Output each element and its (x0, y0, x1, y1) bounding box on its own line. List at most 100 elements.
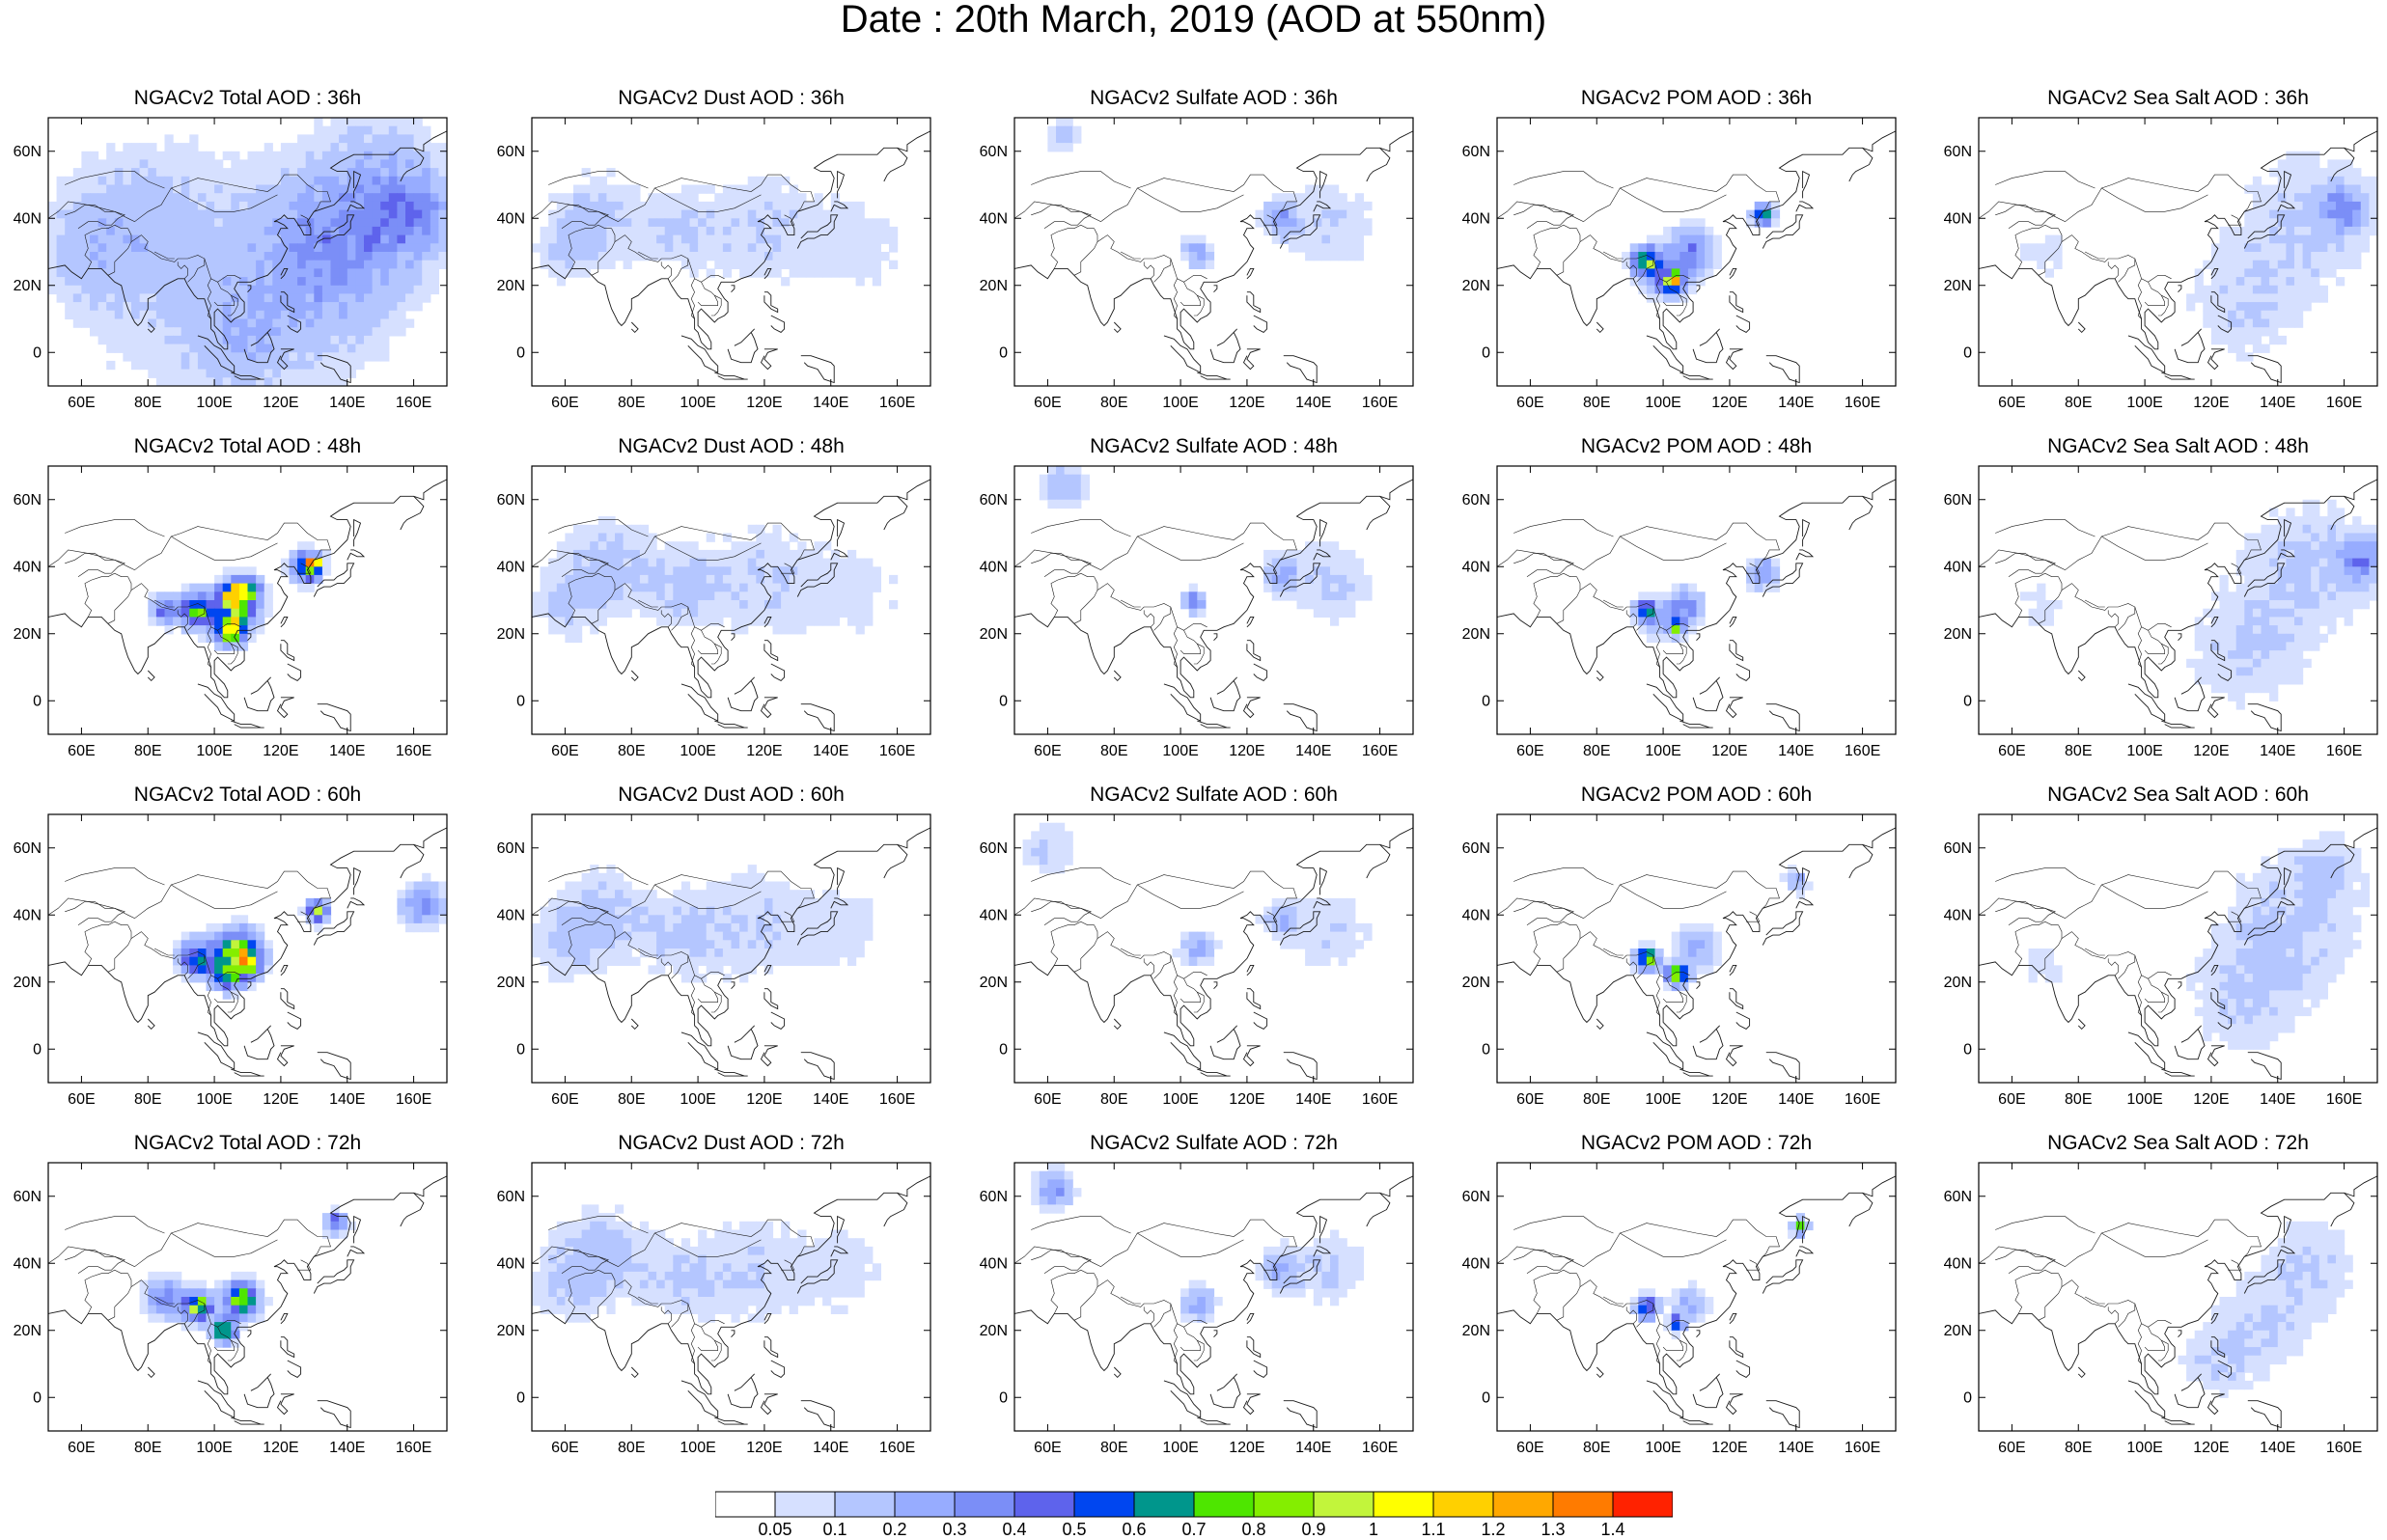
panel-title: NGACv2 POM AOD : 60h (1580, 784, 1813, 806)
lon-tick-label: 160E (879, 743, 915, 759)
lon-tick-label: 60E (1034, 395, 1061, 411)
lat-tick-label: 60N (980, 144, 1008, 160)
lon-tick-label: 100E (680, 395, 715, 411)
lon-tick-label: 140E (1295, 1091, 1331, 1108)
aod-field (48, 466, 447, 734)
lon-tick-label: 60E (551, 743, 578, 759)
lat-tick-label: 60N (14, 840, 42, 857)
lat-tick-label: 40N (497, 210, 525, 227)
lat-tick-label: 60N (1462, 492, 1490, 509)
lon-tick-label: 120E (746, 1440, 782, 1456)
lat-tick-label: 0 (516, 1041, 525, 1058)
panel-title: NGACv2 Sea Salt AOD : 60h (2047, 784, 2309, 806)
colorbar-label: 0.7 (1181, 1520, 1207, 1539)
lat-tick-label: 0 (999, 1389, 1008, 1406)
colorbar-label: 0.4 (1002, 1520, 1027, 1539)
colorbar-box (1133, 1491, 1195, 1518)
map-panel: NGACv2 Sea Salt AOD : 36h 60N 40N 20N 0 60E 80… (1930, 83, 2387, 430)
lat-tick-label: 20N (980, 1323, 1008, 1339)
lon-tick-label: 140E (329, 743, 365, 759)
lon-tick-label: 160E (396, 1440, 431, 1456)
lon-tick-label: 140E (1778, 1091, 1814, 1108)
coastlines (48, 479, 447, 732)
lon-tick-label: 140E (329, 395, 365, 411)
map-panel: NGACv2 Sea Salt AOD : 48h 60N 40N 20N 0 60E 80… (1930, 431, 2387, 779)
lat-tick-label: 60N (1462, 144, 1490, 160)
lat-tick-label: 20N (1462, 626, 1490, 643)
lat-tick-label: 20N (14, 626, 42, 643)
plot-frame (1978, 1162, 2378, 1432)
colorbar-box (1253, 1491, 1315, 1518)
map-plot: 60N 40N 20N 0 60E 80E 100E 120E 140E 160E (1944, 117, 2378, 411)
lon-tick-label: 140E (2260, 1091, 2295, 1108)
lat-tick-label: 0 (516, 344, 525, 361)
lon-tick-label: 120E (2193, 1091, 2229, 1108)
lat-tick-label: 20N (14, 1323, 42, 1339)
colorbar-box (714, 1491, 776, 1518)
colorbar-label: 0.3 (942, 1520, 967, 1539)
lon-tick-label: 160E (1362, 1091, 1398, 1108)
aod-field (1014, 118, 1413, 386)
lon-tick-label: 100E (680, 1091, 715, 1108)
lat-tick-label: 40N (1944, 559, 1972, 575)
lon-tick-label: 80E (1583, 1091, 1610, 1108)
lon-tick-label: 160E (2326, 743, 2362, 759)
map-plot: 60N 40N 20N 0 60E 80E 100E 120E 140E 160E (497, 465, 931, 759)
map-panel: NGACv2 Total AOD : 36h 60N 40N 20N 0 60E 80E 10… (0, 83, 483, 430)
aod-field (1497, 1163, 1896, 1431)
aod-field (1014, 814, 1413, 1083)
map-panel: NGACv2 POM AOD : 48h 60N 40N 20N 0 60E 80E 100E… (1449, 431, 1931, 779)
lon-tick-label: 160E (396, 743, 431, 759)
lon-tick-label: 100E (1645, 1440, 1680, 1456)
lon-tick-label: 160E (879, 1440, 915, 1456)
map-panel: NGACv2 POM AOD : 60h 60N 40N 20N 0 60E 80E 100E… (1449, 780, 1931, 1127)
lon-tick-label: 60E (1034, 743, 1061, 759)
lon-tick-label: 120E (746, 743, 782, 759)
map-plot: 60N 40N 20N 0 60E 80E 100E 120E 140E 160E (980, 1162, 1414, 1456)
lat-tick-label: 0 (1482, 1041, 1490, 1058)
coastlines (1014, 130, 1413, 384)
lon-tick-label: 80E (618, 743, 645, 759)
aod-field (1497, 814, 1896, 1083)
lon-tick-label: 100E (196, 743, 232, 759)
lon-tick-label: 140E (1295, 395, 1331, 411)
panel-title: NGACv2 Total AOD : 72h (133, 1132, 362, 1154)
lat-tick-label: 0 (999, 693, 1008, 709)
map-panel: NGACv2 Sulfate AOD : 36h 60N 40N 20N 0 60E 80E… (966, 83, 1449, 430)
lon-tick-label: 60E (68, 395, 95, 411)
plot-frame (531, 465, 931, 735)
panel-title: NGACv2 Total AOD : 60h (133, 784, 362, 806)
lon-tick-label: 120E (263, 1440, 298, 1456)
lat-tick-label: 0 (999, 344, 1008, 361)
colorbar-box (1612, 1491, 1674, 1518)
lon-tick-label: 120E (2193, 743, 2229, 759)
map-panel: NGACv2 Dust AOD : 36h 60N 40N 20N 0 60E 80E 100… (484, 83, 966, 430)
lon-tick-label: 160E (2326, 395, 2362, 411)
lat-tick-label: 20N (980, 626, 1008, 643)
lon-tick-label: 100E (2126, 395, 2162, 411)
lon-tick-label: 60E (551, 395, 578, 411)
lat-tick-label: 60N (14, 492, 42, 509)
plot-frame (1013, 117, 1414, 387)
plot-frame (1496, 813, 1897, 1084)
lon-tick-label: 60E (1516, 395, 1543, 411)
lat-tick-label: 60N (1462, 840, 1490, 857)
map-plot: 60N 40N 20N 0 60E 80E 100E 120E 140E 160E (1944, 1162, 2378, 1456)
coastlines (532, 130, 930, 384)
lon-tick-label: 120E (1229, 1091, 1264, 1108)
aod-colorbar: 0.05 0.1 0.2 0.3 0.4 0.5 0.6 0.7 0.8 0.9 1 1.1 1.2 1.… (714, 1491, 1674, 1539)
coastlines (1497, 479, 1896, 732)
lon-tick-label: 60E (1516, 1091, 1543, 1108)
lon-tick-label: 120E (263, 395, 298, 411)
lat-tick-label: 0 (33, 693, 42, 709)
colorbar-box (1073, 1491, 1135, 1518)
lat-tick-label: 20N (1944, 975, 1972, 991)
figure-title: Date : 20th March, 2019 (AOD at 550nm) (840, 0, 1547, 41)
lat-tick-label: 40N (497, 559, 525, 575)
lon-tick-label: 120E (746, 1091, 782, 1108)
map-panel: NGACv2 Dust AOD : 60h 60N 40N 20N 0 60E 80E 100… (484, 780, 966, 1127)
map-plot: 60N 40N 20N 0 60E 80E 100E 120E 140E 160E (14, 1162, 448, 1456)
lon-tick-label: 120E (1229, 395, 1264, 411)
map-plot: 60N 40N 20N 0 60E 80E 100E 120E 140E 160E (14, 465, 448, 759)
panel-title: NGACv2 Sulfate AOD : 60h (1090, 784, 1338, 806)
